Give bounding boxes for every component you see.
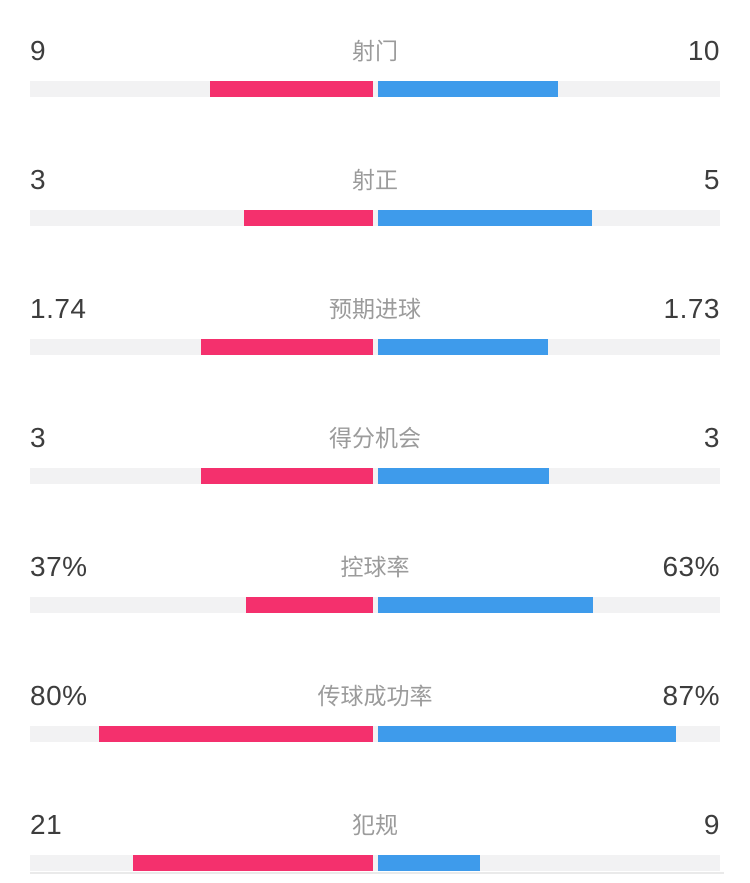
away-bar <box>377 339 549 355</box>
stat-bar-track <box>30 597 720 613</box>
stat-label: 射门 <box>352 38 398 64</box>
home-value: 9 <box>30 35 47 66</box>
stat-row-expected-goals: 1.74 预期进球 1.73 <box>0 294 750 387</box>
stat-row-shots: 9 射门 10 <box>0 36 750 129</box>
stat-bar-track <box>30 81 720 97</box>
away-value: 5 <box>703 164 720 195</box>
home-bar <box>245 597 373 613</box>
stat-row-fouls: 21 犯规 9 <box>0 810 750 883</box>
stat-row-header: 1.74 预期进球 1.73 <box>30 294 720 324</box>
home-value: 3 <box>30 422 47 453</box>
stat-row-shots-on-target: 3 射正 5 <box>0 165 750 258</box>
home-bar <box>210 81 373 97</box>
home-value: 37% <box>30 551 88 582</box>
stat-label: 预期进球 <box>329 296 421 322</box>
stat-bar-track <box>30 339 720 355</box>
stat-row-header: 3 得分机会 3 <box>30 423 720 453</box>
home-value: 1.74 <box>30 293 87 324</box>
stat-row-header: 9 射门 10 <box>30 36 720 66</box>
home-value: 80% <box>30 680 88 711</box>
home-bar <box>244 210 373 226</box>
stat-row-header: 3 射正 5 <box>30 165 720 195</box>
stat-row-pass-accuracy: 80% 传球成功率 87% <box>0 681 750 774</box>
stat-row-header: 21 犯规 9 <box>30 810 720 840</box>
stat-label: 射正 <box>352 167 398 193</box>
home-bar <box>201 468 373 484</box>
away-bar <box>377 81 558 97</box>
stat-bar-track <box>30 855 720 871</box>
stat-row-big-chances: 3 得分机会 3 <box>0 423 750 516</box>
away-bar <box>377 855 481 871</box>
stat-bar-track <box>30 468 720 484</box>
away-bar <box>377 468 549 484</box>
away-bar <box>377 210 592 226</box>
away-bar <box>377 726 676 742</box>
away-value: 9 <box>703 809 720 840</box>
stat-row-header: 80% 传球成功率 87% <box>30 681 720 711</box>
away-value: 63% <box>662 551 720 582</box>
stat-label: 犯规 <box>352 812 398 838</box>
stat-row-header: 37% 控球率 63% <box>30 552 720 582</box>
home-bar <box>132 855 373 871</box>
away-value: 3 <box>703 422 720 453</box>
away-value: 10 <box>687 35 720 66</box>
stat-label: 控球率 <box>340 554 410 580</box>
away-value: 87% <box>662 680 720 711</box>
home-value: 3 <box>30 164 47 195</box>
home-bar <box>98 726 373 742</box>
stat-row-possession: 37% 控球率 63% <box>0 552 750 645</box>
bottom-divider <box>30 872 724 874</box>
away-bar <box>377 597 594 613</box>
stat-bar-track <box>30 210 720 226</box>
stat-bar-track <box>30 726 720 742</box>
stat-label: 得分机会 <box>329 425 421 451</box>
stat-label: 传球成功率 <box>317 683 433 709</box>
away-value: 1.73 <box>663 293 720 324</box>
home-bar <box>200 339 373 355</box>
home-value: 21 <box>30 809 63 840</box>
